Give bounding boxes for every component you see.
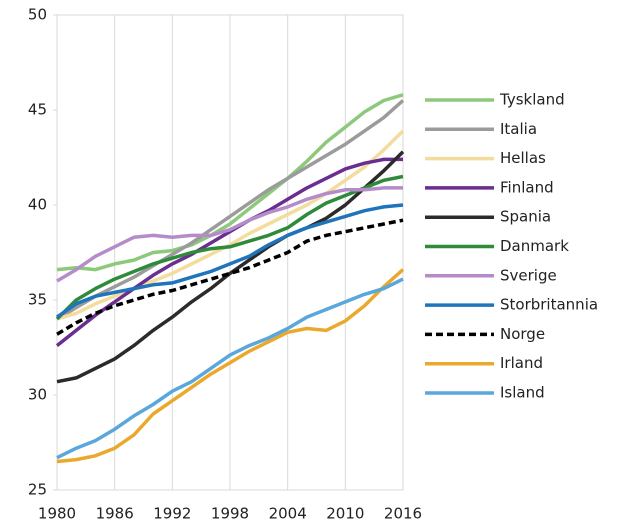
- series-line: [55, 157, 403, 347]
- series-line: [56, 186, 403, 283]
- y-tick-label: 40: [28, 196, 47, 214]
- legend-label: Norge: [500, 325, 545, 343]
- legend-label: Sverige: [500, 266, 557, 284]
- x-tick-label: 2016: [384, 505, 422, 523]
- series-line: [56, 268, 405, 464]
- legend-label: Storbritannia: [500, 296, 598, 314]
- legend-label: Island: [500, 384, 545, 402]
- x-tick-label: 1992: [153, 505, 191, 523]
- series-line: [56, 99, 405, 321]
- series-line: [55, 174, 404, 321]
- series-line: [56, 277, 404, 460]
- y-tick-label: 35: [28, 291, 47, 309]
- y-tick-label: 30: [28, 386, 47, 404]
- legend-label: Italia: [500, 120, 537, 138]
- legend-label: Finland: [500, 178, 554, 196]
- y-tick-label: 50: [28, 6, 47, 24]
- y-tick-label: 25: [28, 481, 47, 499]
- legend-label: Tyskland: [499, 91, 565, 109]
- y-tick-label: 45: [28, 101, 47, 119]
- x-tick-label: 2004: [269, 505, 307, 523]
- series-line: [56, 93, 404, 272]
- legend-label: Danmark: [500, 237, 569, 255]
- series-line: [56, 203, 404, 319]
- x-tick-label: 1986: [96, 505, 134, 523]
- series-line: [56, 129, 405, 321]
- legend-label: Irland: [500, 354, 543, 372]
- x-tick-label: 1980: [38, 505, 76, 523]
- legend-label: Hellas: [500, 149, 546, 167]
- legend-label: Spania: [500, 208, 551, 226]
- series-line: [56, 150, 405, 384]
- x-tick-label: 2010: [326, 505, 364, 523]
- x-tick-label: 1998: [211, 505, 249, 523]
